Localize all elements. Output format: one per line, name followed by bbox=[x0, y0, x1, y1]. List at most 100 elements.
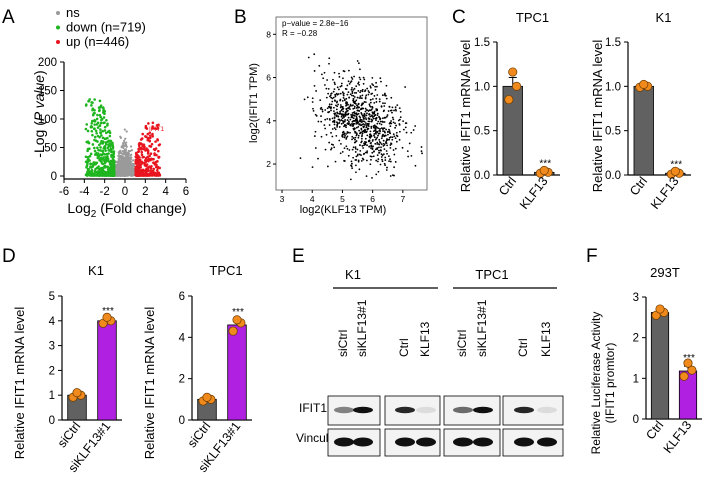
panel-a-point-ns bbox=[126, 160, 129, 164]
panel-a-point-up bbox=[144, 135, 147, 138]
panel-a-point-ns bbox=[123, 141, 126, 144]
panel-b-point bbox=[338, 72, 340, 75]
panel-a-point-ns bbox=[129, 154, 132, 157]
panel-b-point bbox=[381, 158, 383, 161]
panel-b-point bbox=[342, 110, 345, 113]
panel-a-point-ns bbox=[125, 172, 129, 176]
panel-b-point bbox=[378, 149, 380, 152]
panel-a-point-up bbox=[136, 155, 139, 159]
panel-b-point bbox=[377, 127, 380, 130]
panel-e-band bbox=[416, 437, 436, 447]
panel-a-point-down bbox=[108, 169, 111, 173]
panel-a-point-up bbox=[138, 141, 141, 145]
panel-b-point bbox=[317, 120, 320, 123]
panel-b-point bbox=[365, 109, 368, 111]
panel-a-point-up bbox=[144, 124, 148, 128]
panel-b-point bbox=[338, 122, 341, 124]
panel-b-point bbox=[351, 90, 354, 93]
panel-b-point bbox=[370, 158, 372, 161]
panel-b-point bbox=[394, 161, 397, 163]
panel-a-point-down bbox=[90, 129, 94, 133]
panel-a-point-down bbox=[95, 123, 99, 126]
panel-b-point bbox=[384, 116, 386, 119]
panel-b-point bbox=[376, 141, 379, 144]
panel-a-point-ns bbox=[117, 157, 121, 161]
panel-a-point-down bbox=[102, 159, 106, 162]
panel-b-point bbox=[366, 144, 368, 147]
panel-f-data-point bbox=[687, 365, 697, 375]
panel-c-1-significance: *** bbox=[670, 159, 682, 170]
panel-a-point-down bbox=[101, 129, 105, 133]
panel-b-point bbox=[353, 141, 356, 144]
panel-b-point bbox=[371, 106, 374, 108]
panel-b-point bbox=[333, 113, 336, 116]
panel-b-point bbox=[360, 137, 363, 140]
panel-b-point bbox=[347, 120, 350, 123]
panel-f-category-label: KLF13 bbox=[661, 418, 695, 456]
panel-b-point bbox=[357, 160, 360, 163]
panel-b-point bbox=[384, 164, 387, 167]
panel-b-point bbox=[374, 113, 377, 116]
panel-b-point bbox=[379, 77, 382, 80]
panel-b-point bbox=[380, 156, 383, 158]
panel-d-1-ytick-label: 4 bbox=[179, 332, 186, 344]
panel-b-point bbox=[378, 129, 381, 132]
panel-b-point bbox=[399, 116, 402, 119]
panel-b-point bbox=[356, 113, 359, 116]
panel-b-letter: B bbox=[234, 7, 247, 28]
panel-a-point-down bbox=[102, 116, 106, 119]
panel-a-point-down bbox=[101, 136, 105, 140]
panel-a-point-ns bbox=[120, 159, 123, 162]
panel-a-point-up bbox=[148, 144, 151, 148]
panel-a-point-up bbox=[146, 155, 149, 159]
panel-a-point-down bbox=[87, 99, 90, 103]
panel-b-point bbox=[362, 120, 365, 123]
panel-b-point bbox=[347, 122, 349, 125]
panel-a-point-up bbox=[140, 142, 143, 146]
panel-b-point bbox=[381, 134, 384, 137]
panel-a-point-down bbox=[88, 154, 92, 158]
panel-a-point-down bbox=[93, 109, 96, 112]
panel-b-point bbox=[342, 131, 345, 134]
panel-b-point bbox=[373, 134, 375, 137]
panel-b-ytick-label: 2 bbox=[266, 159, 271, 169]
panel-b-point bbox=[366, 150, 369, 153]
panel-b-point bbox=[361, 123, 364, 126]
panel-b-point bbox=[392, 121, 395, 124]
panel-b-point bbox=[363, 142, 365, 145]
panel-b-point bbox=[319, 99, 322, 102]
panel-b-point bbox=[349, 131, 351, 134]
panel-b-point bbox=[340, 113, 343, 116]
panel-a-ylabel-post: ) bbox=[31, 70, 47, 75]
panel-f-ytick-label: 1 bbox=[633, 373, 639, 385]
panel-a-point-up bbox=[151, 125, 155, 128]
panel-b-point bbox=[351, 167, 354, 170]
panel-b-point bbox=[370, 125, 373, 128]
panel-b-point bbox=[360, 89, 362, 92]
panel-b-frame bbox=[275, 16, 428, 191]
panel-a-point-up bbox=[147, 122, 150, 125]
panel-b-point bbox=[383, 162, 386, 165]
panel-f-ylabel-line1: Relative Luciferase Activity bbox=[589, 312, 603, 455]
panel-a-point-ns bbox=[115, 160, 118, 164]
panel-b-point bbox=[373, 124, 376, 127]
panel-b-point bbox=[389, 125, 392, 128]
panel-b-point bbox=[341, 91, 344, 94]
panel-b-point bbox=[349, 81, 352, 84]
panel-a-point-ns bbox=[132, 159, 135, 162]
panel-b-point bbox=[357, 125, 360, 128]
panel-b-point bbox=[331, 128, 334, 130]
panel-b-point bbox=[343, 133, 345, 136]
panel-b-point bbox=[333, 116, 336, 119]
panel-b-point bbox=[299, 157, 302, 159]
panel-b-point bbox=[335, 92, 338, 95]
panel-b-point bbox=[355, 85, 358, 88]
panel-b-point bbox=[358, 97, 361, 99]
panel-a-point-up bbox=[152, 147, 156, 151]
panel-a-point-down bbox=[99, 146, 102, 149]
panel-b-point bbox=[361, 94, 364, 97]
panel-a-ylabel: -Log (P value) bbox=[31, 70, 47, 157]
panel-b-point bbox=[324, 127, 327, 130]
panel-b-point bbox=[386, 131, 389, 134]
